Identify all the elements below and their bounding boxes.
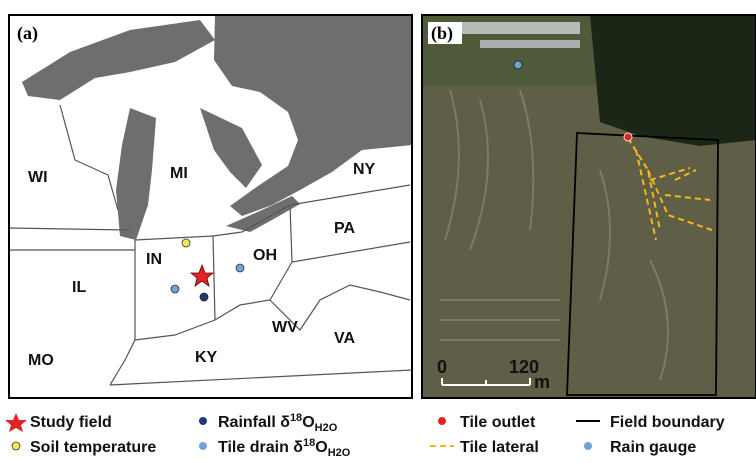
- soil-temp-site: [182, 239, 190, 247]
- state-label: KY: [195, 349, 218, 366]
- panel-label: (b): [431, 23, 453, 44]
- state-label: MI: [170, 165, 188, 182]
- legend-dot: [438, 417, 446, 425]
- legend-dot: [199, 442, 207, 450]
- legend-text: Rainfall δ18OH2O: [218, 412, 338, 434]
- figure: (a) WI MI NY IL IN OH PA MO KY WV VA: [0, 0, 756, 458]
- legend-sub: H2O: [315, 422, 338, 434]
- state-label: IL: [72, 279, 86, 296]
- legend-dot: [12, 442, 20, 450]
- state-label: WV: [272, 319, 298, 336]
- tile-outlet: [624, 133, 632, 141]
- legend-text-part: Tile drain δ: [218, 439, 303, 456]
- legend-dot: [199, 417, 207, 425]
- building: [460, 22, 580, 34]
- legend-text: Rain gauge: [610, 439, 696, 456]
- legend-text: Study field: [30, 414, 112, 431]
- legend-text: Tile drain δ18OH2O: [218, 437, 351, 458]
- rain-gauge: [514, 61, 522, 69]
- legend-sup: 18: [303, 437, 315, 449]
- scale-unit: m: [534, 372, 550, 392]
- rainfall-site: [200, 293, 208, 301]
- legend-text: Tile lateral: [460, 439, 539, 456]
- state-label: IN: [146, 251, 162, 268]
- building: [480, 40, 580, 48]
- legend-star: [5, 413, 27, 432]
- legend-base: O: [302, 414, 314, 431]
- state-label: PA: [334, 220, 355, 237]
- panel-a: (a) WI MI NY IL IN OH PA MO KY WV VA: [9, 15, 412, 398]
- state-label: WI: [28, 169, 48, 186]
- state-label: OH: [253, 247, 277, 264]
- legend-a: Study field Soil temperature Rainfall δ1…: [5, 412, 351, 458]
- legend-text: Soil temperature: [30, 439, 156, 456]
- state-label: VA: [334, 330, 355, 347]
- panel-label: (a): [17, 23, 38, 44]
- state-label: NY: [353, 161, 376, 178]
- tile-drain-site: [236, 264, 244, 272]
- state-label: MO: [28, 352, 54, 369]
- legend-text-part: Rainfall δ: [218, 414, 290, 431]
- legend-b: Tile outlet Field boundary Tile lateral …: [430, 414, 725, 456]
- legend-sup: 18: [290, 412, 302, 424]
- legend-dot: [584, 442, 592, 450]
- page: (a) WI MI NY IL IN OH PA MO KY WV VA: [0, 0, 756, 463]
- scale-start: 0: [437, 357, 447, 377]
- tile-drain-site: [171, 285, 179, 293]
- legend-base: O: [315, 439, 327, 456]
- legend-text: Tile outlet: [460, 414, 536, 431]
- legend-sub: H2O: [328, 447, 351, 458]
- forest: [590, 15, 756, 146]
- legend-text: Field boundary: [610, 414, 725, 431]
- panel-b: 0 120 m (b): [422, 15, 756, 398]
